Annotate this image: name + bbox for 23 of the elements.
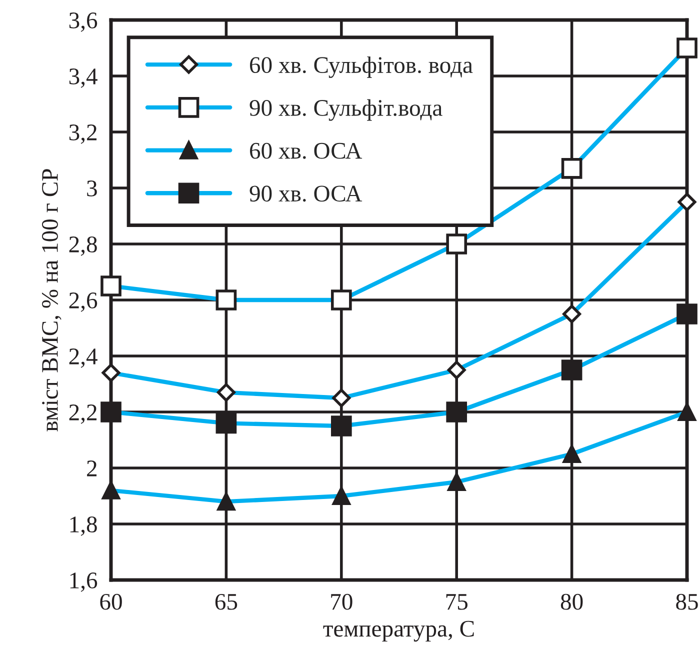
x-tick-label: 65	[215, 594, 238, 610]
y-tick-label: 2,4	[69, 348, 98, 368]
y-tick-label: 2	[87, 460, 97, 476]
legend-label: 90 хв. Сульфіт.вода	[250, 99, 442, 121]
y-axis-title: вміст ВМС, % на 100 г СР	[42, 169, 62, 432]
y-tick-label: 1,6	[70, 572, 98, 592]
legend-label: 60 хв. Сульфітов. вода	[250, 56, 473, 78]
x-axis-title: температура, С	[323, 620, 474, 642]
y-tick-label: 2,2	[69, 404, 97, 424]
x-tick-label: 80	[560, 594, 583, 610]
legend-label: 60 хв. ОСА	[250, 142, 362, 159]
y-tick-label: 3,4	[69, 68, 98, 88]
x-tick-label: 75	[446, 594, 468, 610]
y-tick-label: 1,8	[70, 516, 97, 536]
x-tick-label: 60	[100, 594, 122, 610]
y-tick-label: 3,2	[69, 124, 97, 144]
y-tick-label: 2,6	[69, 292, 98, 312]
legend-label: 90 хв. ОСА	[250, 186, 362, 202]
x-tick-label: 85	[676, 594, 698, 610]
x-tick-label: 70	[331, 594, 352, 610]
y-tick-label: 3	[87, 180, 97, 196]
y-tick-label: 3,6	[69, 12, 98, 32]
y-tick-label: 2,8	[69, 236, 97, 256]
